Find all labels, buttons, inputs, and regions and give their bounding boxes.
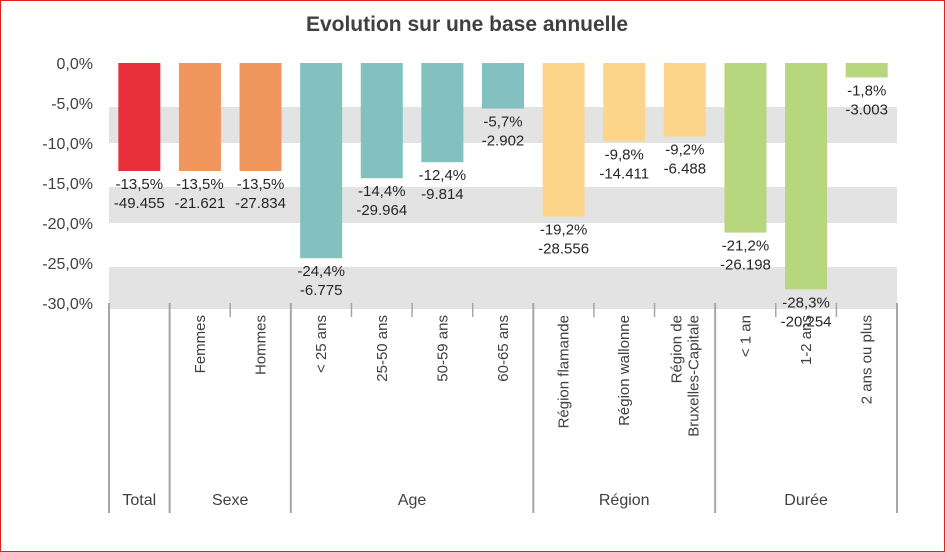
- data-label-pct: -14,4%: [358, 183, 406, 200]
- x-axis: Femmes Hommes < 25 ans 25-50 ans 50-59 ans 60…: [108, 303, 898, 513]
- data-label-count: -6.775: [300, 282, 343, 299]
- data-label-count: -6.488: [664, 161, 707, 178]
- data-label-count: -49.455: [114, 195, 165, 212]
- bar: [239, 63, 282, 171]
- data-label-count: -21.621: [174, 195, 225, 212]
- data-label-count: -2.902: [482, 133, 525, 150]
- group-label: Total: [122, 492, 156, 509]
- bar: [300, 63, 343, 259]
- category-label: Bruxelles-Capitale: [685, 315, 702, 437]
- data-label-count: -20.254: [781, 313, 832, 330]
- category-label: 25-50 ans: [374, 315, 391, 382]
- chart-title: Evolution sur une base annuelle: [306, 13, 628, 36]
- data-label-count: -26.198: [720, 257, 771, 274]
- data-label-pct: -13,5%: [176, 176, 224, 193]
- data-label-count: -27.834: [235, 195, 286, 212]
- category-label: Hommes: [253, 315, 270, 375]
- category-label: Région wallonne: [616, 315, 633, 426]
- bar: [482, 63, 524, 109]
- category-label: < 1 an: [737, 315, 754, 357]
- group-label: Durée: [784, 492, 828, 509]
- category-label: Femmes: [192, 315, 209, 373]
- data-label-pct: -24,4%: [297, 263, 345, 280]
- bar: [118, 63, 161, 171]
- data-label-count: -29.964: [356, 202, 407, 219]
- category-label: < 25 ans: [313, 315, 330, 373]
- bar: [785, 63, 828, 290]
- data-label-pct: -9,8%: [605, 146, 644, 163]
- group-label: Sexe: [212, 492, 249, 509]
- category-label: 60-65 ans: [495, 315, 512, 382]
- category-label: Région flamande: [556, 315, 573, 428]
- y-tick-label: -15,0%: [42, 176, 93, 193]
- bar: [663, 63, 706, 137]
- data-label-pct: -5,7%: [483, 114, 522, 131]
- bar: [845, 63, 888, 78]
- y-axis: 0,0% -5,0% -10,0% -15,0% -20,0% -25,0% -30,0%: [42, 56, 93, 313]
- y-tick-label: -25,0%: [42, 256, 93, 273]
- data-label-pct: -28,3%: [782, 294, 830, 311]
- bar: [603, 63, 646, 142]
- data-label-pct: -13,5%: [237, 176, 285, 193]
- data-label-count: -14.411: [599, 165, 649, 182]
- data-label-pct: -9,2%: [665, 142, 704, 159]
- data-label-count: -3.003: [845, 101, 888, 118]
- category-label: Région de: [668, 315, 685, 383]
- y-tick-label: -5,0%: [51, 96, 93, 113]
- category-label: 1-2 ans: [798, 315, 815, 365]
- bar: [178, 63, 221, 171]
- category-label: 2 ans ou plus: [859, 315, 876, 404]
- data-label-count: -28.556: [538, 241, 589, 258]
- data-label-pct: -21,2%: [722, 238, 770, 255]
- y-tick-label: -20,0%: [42, 216, 93, 233]
- bar: [542, 63, 585, 217]
- data-label-count: -9.814: [421, 186, 464, 203]
- bars: [118, 63, 888, 290]
- grid-band: [109, 187, 897, 223]
- data-label-pct: -12,4%: [419, 167, 467, 184]
- data-labels: -13,5% -49.455 -13,5% -21.621 -13,5% -27.834 -…: [114, 82, 888, 330]
- y-tick-label: -30,0%: [42, 296, 93, 313]
- bar: [421, 63, 464, 163]
- grid-band: [109, 297, 897, 309]
- data-label-pct: -13,5%: [116, 176, 164, 193]
- data-label-pct: -19,2%: [540, 222, 588, 239]
- category-label: 50-59 ans: [434, 315, 451, 382]
- data-label-pct: -1,8%: [847, 82, 886, 99]
- y-tick-label: 0,0%: [57, 56, 93, 73]
- bar: [360, 63, 403, 179]
- y-tick-label: -10,0%: [42, 136, 93, 153]
- bar: [724, 63, 767, 233]
- group-label: Age: [398, 492, 427, 509]
- group-label: Région: [599, 492, 650, 509]
